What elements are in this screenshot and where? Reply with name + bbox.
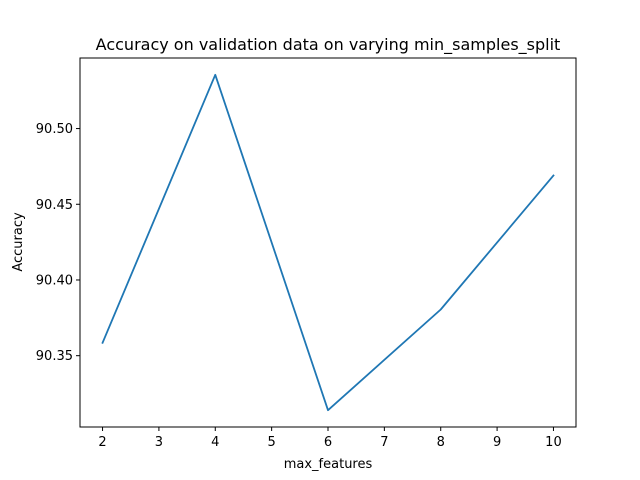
x-axis-label: max_features — [284, 457, 373, 472]
plot-area — [79, 57, 577, 428]
series-group — [101, 73, 555, 412]
chart-title: Accuracy on validation data on varying m… — [96, 35, 561, 55]
plot-frame — [79, 57, 577, 428]
x-tick-label: 6 — [324, 435, 332, 450]
y-tick-label: 90.35 — [36, 349, 73, 364]
x-tick-label: 10 — [545, 435, 562, 450]
series-line — [101, 73, 555, 412]
y-tick-label: 90.45 — [36, 198, 73, 213]
x-tick-label: 3 — [155, 435, 163, 450]
x-axis: 2 3 4 5 6 7 8 9 10 — [98, 427, 562, 450]
x-tick-label: 5 — [267, 435, 275, 450]
x-tick-label: 7 — [380, 435, 388, 450]
y-axis: 90.35 90.40 90.45 90.50 — [36, 122, 80, 364]
x-tick-label: 4 — [211, 435, 219, 450]
y-tick-label: 90.50 — [36, 122, 73, 137]
x-tick-label: 8 — [437, 435, 445, 450]
x-tick-label: 9 — [493, 435, 501, 450]
x-tick-label: 2 — [98, 435, 106, 450]
y-axis-label: Accuracy — [11, 212, 26, 272]
y-tick-label: 90.40 — [36, 273, 73, 288]
